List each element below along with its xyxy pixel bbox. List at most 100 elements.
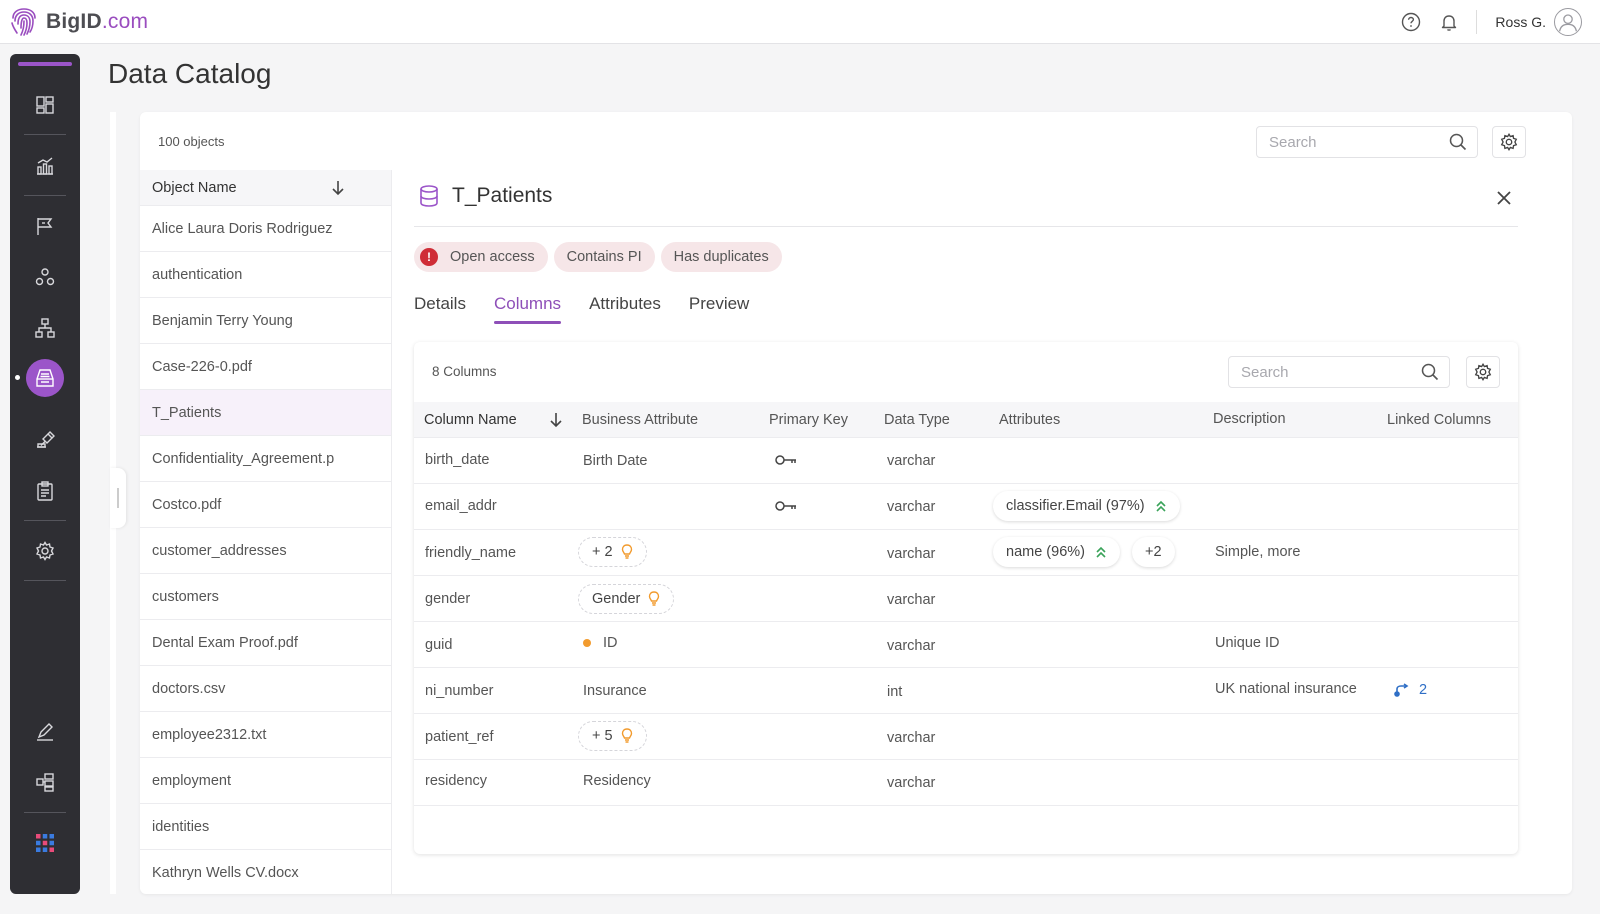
table-row[interactable]: email_addr varchar classifier.Email (97%… (414, 484, 1518, 530)
header-column-name[interactable]: Column Name (424, 412, 517, 428)
object-row[interactable]: employee2312.txt (140, 712, 391, 758)
avatar[interactable] (1554, 8, 1582, 36)
divider (414, 226, 1518, 227)
header-primary-key[interactable]: Primary Key (769, 412, 848, 428)
object-row[interactable]: identities (140, 804, 391, 850)
nav-hierarchy[interactable] (10, 307, 80, 349)
header-data-type[interactable]: Data Type (884, 412, 950, 428)
table-header: Column Name Business Attribute Primary K… (414, 402, 1518, 438)
page-title: Data Catalog (108, 58, 272, 89)
columns-search[interactable] (1228, 356, 1450, 388)
nav-clusters[interactable] (10, 256, 80, 298)
object-row[interactable]: Case-226-0.pdf (140, 344, 391, 390)
data-type: varchar (887, 499, 936, 515)
tab-preview[interactable]: Preview (688, 294, 750, 313)
nav-policies[interactable] (10, 205, 80, 247)
object-row[interactable]: authentication (140, 252, 391, 298)
tab-columns[interactable]: Columns (493, 294, 562, 324)
object-row[interactable]: Costco.pdf (140, 482, 391, 528)
tag-has-duplicates[interactable]: Has duplicates (660, 242, 782, 272)
columns-settings-button[interactable] (1466, 356, 1500, 388)
tag-label: Has duplicates (673, 249, 769, 265)
table-row[interactable]: patient_ref + 5 varchar (414, 714, 1518, 760)
sort-arrow-down-icon[interactable] (330, 179, 346, 197)
table-row[interactable]: friendly_name + 2 varchar name (96%) +2 … (414, 530, 1518, 576)
column-name: patient_ref (425, 729, 494, 745)
bar-chart-icon (37, 157, 53, 175)
header-linked-columns[interactable]: Linked Columns (1387, 412, 1491, 428)
table-row[interactable]: guid ID varchar Unique ID (414, 622, 1518, 668)
catalog-card: 100 objects Object Name Alice Laura Dori… (140, 112, 1572, 894)
object-title: T_Patients (452, 184, 553, 207)
double-chevron-up-icon (1096, 546, 1106, 558)
columns-card: 8 Columns Column Name Business Attribute… (414, 342, 1518, 854)
detail-tabs: Details Columns Attributes Preview (414, 294, 777, 324)
sort-arrow-down-icon[interactable] (548, 411, 564, 429)
description: UK national insurance (1215, 681, 1357, 697)
header-business-attribute[interactable]: Business Attribute (582, 412, 699, 428)
description: Unique ID (1215, 635, 1280, 651)
attribute-pill[interactable]: name (96%) (993, 537, 1120, 567)
object-row-selected[interactable]: T_Patients (140, 390, 391, 436)
object-row[interactable]: Dental Exam Proof.pdf (140, 620, 391, 666)
panel-collapse-handle[interactable] (110, 112, 126, 894)
bigid-logo[interactable]: BigID.com (8, 6, 148, 38)
business-attribute: ID (583, 635, 618, 651)
catalog-search-input[interactable] (1269, 133, 1429, 151)
catalog-search[interactable] (1256, 126, 1478, 158)
nav-apps[interactable] (10, 822, 80, 864)
object-row[interactable]: customer_addresses (140, 528, 391, 574)
object-row[interactable]: Alice Laura Doris Rodriguez (140, 206, 391, 252)
nav-dashboard[interactable] (10, 84, 80, 126)
object-list-header[interactable]: Object Name (140, 170, 391, 206)
business-attribute-suggestions[interactable]: + 2 (578, 537, 647, 567)
header-attributes[interactable]: Attributes (999, 412, 1061, 428)
object-name-header: Object Name (152, 179, 237, 196)
columns-search-input[interactable] (1241, 363, 1401, 381)
object-row[interactable]: doctors.csv (140, 666, 391, 712)
search-icon[interactable] (1421, 363, 1439, 381)
table-row[interactable]: birth_date Birth Date varchar (414, 438, 1518, 484)
clipboard-icon (37, 481, 53, 501)
object-row[interactable]: employment (140, 758, 391, 804)
nav-customize[interactable] (10, 710, 80, 752)
object-row[interactable]: Benjamin Terry Young (140, 298, 391, 344)
nav-settings[interactable] (10, 530, 80, 572)
gavel-icon (37, 431, 55, 448)
nav-remediation[interactable] (10, 418, 80, 460)
gear-icon (1500, 132, 1518, 152)
more-attributes-pill[interactable]: +2 (1132, 537, 1175, 567)
tag-contains-pi[interactable]: Contains PI (553, 242, 655, 272)
tab-details[interactable]: Details (414, 294, 466, 313)
nav-reports[interactable] (10, 145, 80, 187)
catalog-icon (36, 369, 54, 387)
tag-open-access[interactable]: ! Open access (414, 242, 548, 272)
table-row[interactable]: ni_number Insurance int UK national insu… (414, 668, 1518, 714)
business-attribute-suggestion[interactable]: Gender (578, 584, 675, 614)
tab-attributes[interactable]: Attributes (589, 294, 661, 313)
double-chevron-up-icon (1156, 500, 1166, 512)
table-row[interactable]: gender Gender varchar (414, 576, 1518, 622)
header-description[interactable]: Description (1213, 411, 1286, 427)
attribute-pill[interactable]: classifier.Email (97%) (993, 491, 1180, 521)
search-icon[interactable] (1449, 133, 1467, 151)
data-type: int (887, 684, 903, 700)
nav-integrations[interactable] (10, 761, 80, 803)
object-row[interactable]: Confidentiality_Agreement.p (140, 436, 391, 482)
table-row[interactable]: residency Residency varchar (414, 760, 1518, 806)
nav-divider (24, 580, 66, 581)
data-type: varchar (887, 730, 936, 746)
linked-columns-link[interactable]: 2 (1393, 682, 1427, 698)
user-name[interactable]: Ross G. (1495, 14, 1546, 30)
help-icon[interactable] (1400, 11, 1422, 33)
object-row[interactable]: Kathryn Wells CV.docx (140, 850, 391, 894)
nav-tasks[interactable] (10, 470, 80, 512)
catalog-settings-button[interactable] (1492, 126, 1526, 158)
dashboard-icon (36, 96, 54, 114)
bell-icon[interactable] (1438, 11, 1460, 33)
business-attribute-suggestions[interactable]: + 5 (578, 721, 647, 751)
close-icon[interactable] (1494, 188, 1514, 208)
nav-divider (24, 134, 66, 135)
object-row[interactable]: customers (140, 574, 391, 620)
nav-data-catalog[interactable] (10, 357, 80, 399)
